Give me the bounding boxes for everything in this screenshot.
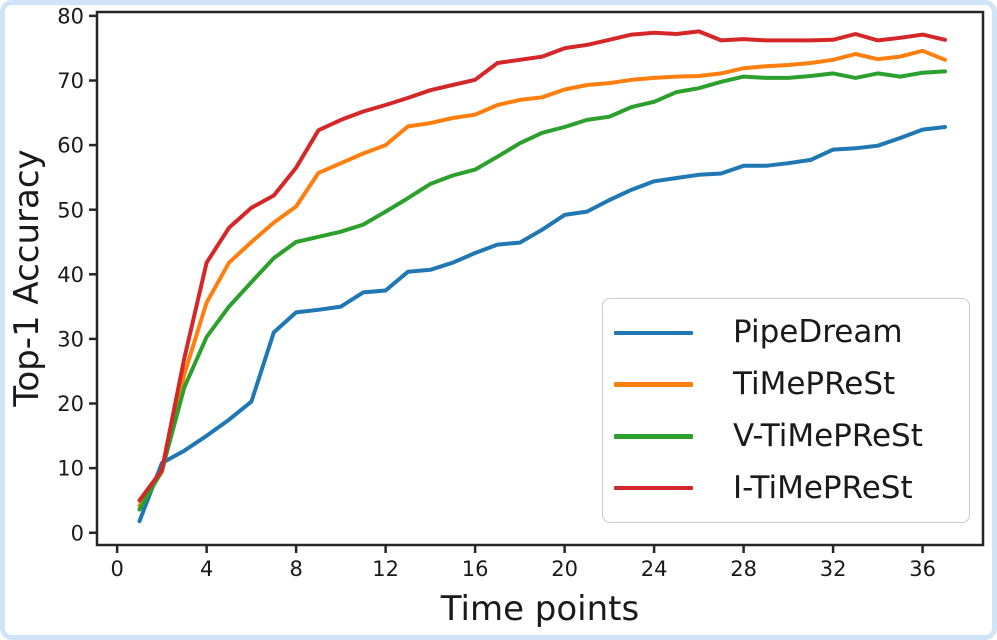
x-tick-label: 20: [551, 557, 578, 581]
x-tick-label: 36: [909, 557, 936, 581]
x-tick-label: 4: [200, 557, 213, 581]
legend-label-i-timeprest: I-TiMePReSt: [733, 469, 913, 506]
y-tick-label: 80: [57, 4, 84, 28]
x-tick-label: 8: [289, 557, 302, 581]
x-tick-label: 24: [641, 557, 668, 581]
x-tick-label: 16: [462, 557, 489, 581]
v-timeprest-line-swatch: [614, 434, 693, 439]
x-tick-label: 0: [110, 557, 123, 581]
y-tick-label: 70: [57, 69, 84, 93]
series-line-i-timeprest: [137, 29, 947, 503]
legend-box: PipeDream TiMePReSt V-TiMePReSt I-TiMePR…: [602, 298, 970, 523]
y-axis-label: Top-1 Accuracy: [7, 149, 47, 407]
legend-label-pipedream: PipeDream: [733, 314, 903, 351]
y-tick-label: 60: [57, 134, 84, 158]
y-tick-label: 20: [57, 392, 84, 416]
timeprest-line-swatch: [614, 382, 693, 387]
legend-row-i-timeprest: I-TiMePReSt: [614, 469, 969, 506]
x-tick-label: 28: [730, 557, 757, 581]
y-tick-label: 40: [57, 263, 84, 287]
i-timeprest-line-swatch: [614, 485, 693, 491]
y-tick-label: 50: [57, 198, 84, 222]
plot-frame: [95, 10, 985, 547]
x-tick-label: 32: [820, 557, 847, 581]
y-tick-label: 10: [57, 457, 84, 481]
legend-row-pipedream: PipeDream: [614, 317, 969, 348]
legend-label-v-timeprest: V-TiMePReSt: [733, 417, 923, 454]
x-tick-label: 12: [372, 557, 399, 581]
legend-label-timeprest: TiMePReSt: [733, 366, 896, 403]
legend-row-v-timeprest: V-TiMePReSt: [614, 417, 969, 454]
legend-row-timeprest: TiMePReSt: [614, 369, 969, 400]
y-tick-label: 0: [71, 521, 84, 545]
series-line-pipedream: [137, 125, 947, 524]
x-axis-label: Time points: [440, 589, 640, 629]
pipedream-line-swatch: [614, 330, 693, 336]
series-line-timeprest: [137, 48, 947, 508]
y-tick-label: 30: [57, 327, 84, 351]
series-line-v-timeprest: [137, 69, 947, 512]
